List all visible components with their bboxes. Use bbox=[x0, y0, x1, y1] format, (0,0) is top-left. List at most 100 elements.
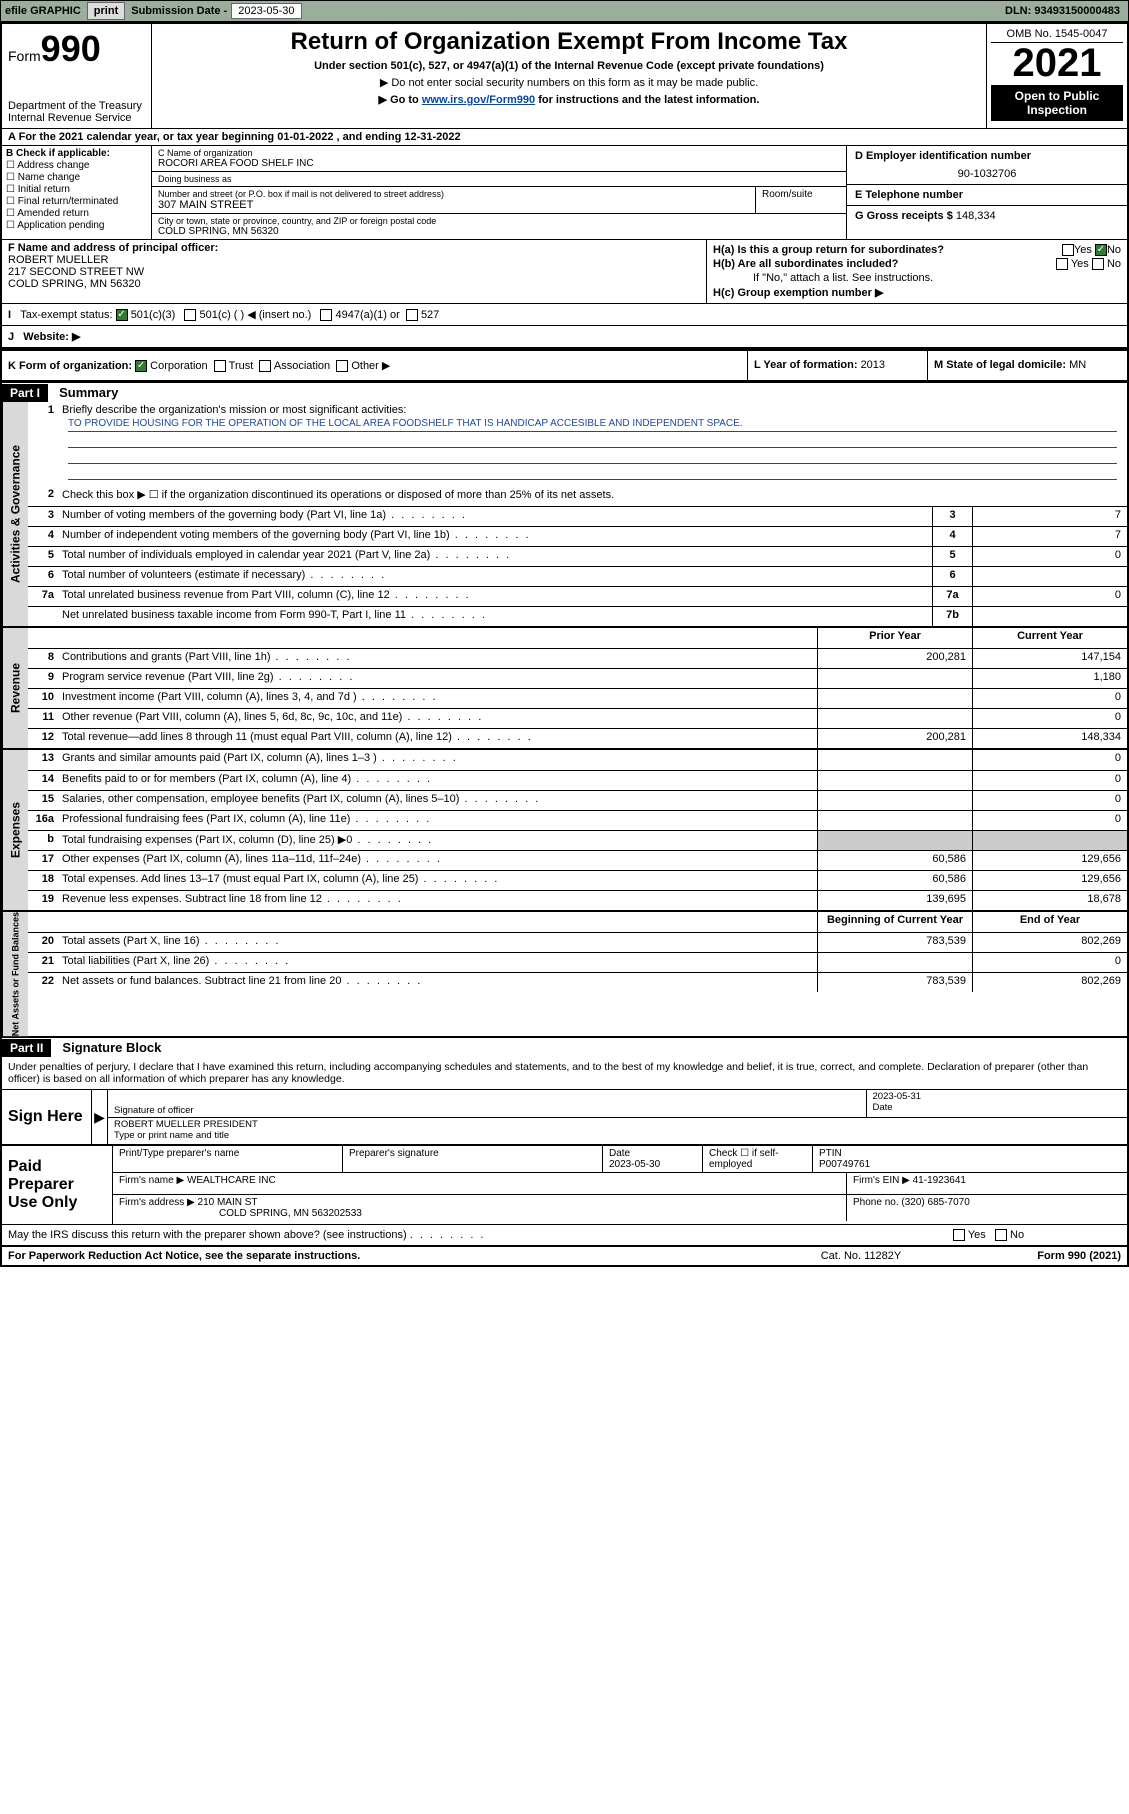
ha-yes[interactable] bbox=[1062, 244, 1074, 256]
prep-date-value: 2023-05-30 bbox=[609, 1159, 660, 1170]
col-current-year: Current Year bbox=[972, 628, 1127, 648]
city-value: COLD SPRING, MN 56320 bbox=[158, 226, 840, 237]
ptin-label: PTIN bbox=[819, 1148, 842, 1159]
i-527[interactable] bbox=[406, 309, 418, 321]
firm-addr-label: Firm's address ▶ bbox=[119, 1197, 195, 1208]
col-h: H(a) Is this a group return for subordin… bbox=[707, 240, 1127, 303]
col-f-officer: F Name and address of principal officer:… bbox=[2, 240, 707, 303]
check-self-employed[interactable]: Check ☐ if self-employed bbox=[703, 1146, 813, 1172]
col-begin-year: Beginning of Current Year bbox=[817, 912, 972, 932]
firm-name-label: Firm's name ▶ bbox=[119, 1175, 184, 1186]
sign-arrow-icon: ▶ bbox=[92, 1090, 108, 1144]
info-block: B Check if applicable: ☐ Address change … bbox=[2, 145, 1127, 239]
hb-yes[interactable] bbox=[1056, 258, 1068, 270]
k-other[interactable] bbox=[336, 360, 348, 372]
footer: For Paperwork Reduction Act Notice, see … bbox=[2, 1245, 1127, 1265]
firm-phone-label: Phone no. bbox=[853, 1197, 899, 1208]
prep-date-label: Date bbox=[609, 1148, 630, 1159]
mission-text: TO PROVIDE HOUSING FOR THE OPERATION OF … bbox=[68, 418, 1117, 432]
room-suite-label: Room/suite bbox=[756, 187, 846, 213]
row-klm: K Form of organization: ✓ Corporation Tr… bbox=[2, 349, 1127, 382]
header-right: OMB No. 1545-0047 2021 Open to Public In… bbox=[987, 24, 1127, 128]
header-left: Form990 Department of the Treasury Inter… bbox=[2, 24, 152, 128]
city-label: City or town, state or province, country… bbox=[158, 216, 840, 226]
sidebar-expenses: Expenses bbox=[2, 750, 28, 910]
prep-name-label: Print/Type preparer's name bbox=[113, 1146, 343, 1172]
print-button[interactable]: print bbox=[87, 2, 125, 20]
col-c-org: C Name of organization ROCORI AREA FOOD … bbox=[152, 146, 847, 239]
gross-receipts-label: G Gross receipts $ bbox=[855, 210, 953, 222]
year-formation: 2013 bbox=[861, 359, 885, 371]
form-subtitle: Under section 501(c), 527, or 4947(a)(1)… bbox=[160, 60, 978, 72]
k-assoc[interactable] bbox=[259, 360, 271, 372]
chk-initial-return[interactable]: ☐ Initial return bbox=[6, 184, 147, 195]
irs-link[interactable]: www.irs.gov/Form990 bbox=[422, 94, 535, 106]
chk-application-pending[interactable]: ☐ Application pending bbox=[6, 220, 147, 231]
form-number: 990 bbox=[41, 28, 101, 69]
col-prior-year: Prior Year bbox=[817, 628, 972, 648]
dba-label: Doing business as bbox=[158, 174, 840, 184]
sidebar-governance: Activities & Governance bbox=[2, 402, 28, 626]
sig-officer-label: Signature of officer bbox=[114, 1105, 194, 1116]
footer-right: Form 990 (2021) bbox=[961, 1250, 1121, 1262]
sign-here-label: Sign Here bbox=[2, 1090, 92, 1144]
col-b-checkboxes: B Check if applicable: ☐ Address change … bbox=[2, 146, 152, 239]
row-i: I Tax-exempt status: ✓ 501(c)(3) 501(c) … bbox=[2, 303, 1127, 325]
section-governance: Activities & Governance 1 Briefly descri… bbox=[2, 402, 1127, 626]
sig-date-value: 2023-05-31 bbox=[873, 1091, 1122, 1102]
fgh-block: F Name and address of principal officer:… bbox=[2, 239, 1127, 303]
gross-receipts-value: 148,334 bbox=[956, 210, 996, 222]
q2-checkbox-line: Check this box ▶ ☐ if the organization d… bbox=[58, 486, 1127, 506]
officer-name: ROBERT MUELLER bbox=[8, 254, 108, 266]
submission-date-value: 2023-05-30 bbox=[231, 3, 301, 19]
note-link: ▶ Go to www.irs.gov/Form990 for instruct… bbox=[160, 93, 978, 106]
firm-ein-value: 41-1923641 bbox=[913, 1175, 966, 1186]
footer-mid: Cat. No. 11282Y bbox=[761, 1250, 961, 1262]
discuss-no[interactable] bbox=[995, 1229, 1007, 1241]
chk-amended-return[interactable]: ☐ Amended return bbox=[6, 208, 147, 219]
paid-preparer-label: Paid Preparer Use Only bbox=[2, 1146, 112, 1224]
i-501c[interactable] bbox=[184, 309, 196, 321]
paid-preparer-block: Paid Preparer Use Only Print/Type prepar… bbox=[2, 1144, 1127, 1224]
part-ii-header: Part II Signature Block bbox=[2, 1036, 1127, 1057]
sidebar-net-assets: Net Assets or Fund Balances bbox=[2, 912, 28, 1036]
dln: DLN: 93493150000483 bbox=[1005, 5, 1128, 17]
ein-value: 90-1032706 bbox=[855, 168, 1119, 180]
firm-addr2: COLD SPRING, MN 563202533 bbox=[119, 1208, 362, 1219]
phone-label: E Telephone number bbox=[855, 189, 1119, 201]
firm-name-value: WEALTHCARE INC bbox=[187, 1175, 276, 1186]
chk-name-change[interactable]: ☐ Name change bbox=[6, 172, 147, 183]
ha-no[interactable]: ✓ bbox=[1095, 244, 1107, 256]
tax-year: 2021 bbox=[991, 43, 1123, 83]
officer-name-label: Type or print name and title bbox=[114, 1130, 229, 1141]
footer-left: For Paperwork Reduction Act Notice, see … bbox=[8, 1250, 761, 1262]
perjury-statement: Under penalties of perjury, I declare th… bbox=[2, 1057, 1127, 1089]
discuss-yes[interactable] bbox=[953, 1229, 965, 1241]
hb-no[interactable] bbox=[1092, 258, 1104, 270]
addr-label: Number and street (or P.O. box if mail i… bbox=[158, 189, 749, 199]
firm-phone-value: (320) 685-7070 bbox=[901, 1197, 969, 1208]
section-revenue: Revenue Prior Year Current Year 8Contrib… bbox=[2, 626, 1127, 748]
i-4947[interactable] bbox=[320, 309, 332, 321]
row-j: J Website: ▶ bbox=[2, 325, 1127, 349]
col-end-year: End of Year bbox=[972, 912, 1127, 932]
hc-label: H(c) Group exemption number ▶ bbox=[713, 287, 883, 299]
officer-addr2: COLD SPRING, MN 56320 bbox=[8, 278, 141, 290]
open-public-badge: Open to Public Inspection bbox=[991, 85, 1123, 121]
org-name: ROCORI AREA FOOD SHELF INC bbox=[158, 158, 840, 169]
sig-date-label: Date bbox=[873, 1102, 893, 1113]
prep-sig-label: Preparer's signature bbox=[343, 1146, 603, 1172]
i-501c3[interactable]: ✓ bbox=[116, 309, 128, 321]
k-corp[interactable]: ✓ bbox=[135, 360, 147, 372]
officer-addr1: 217 SECOND STREET NW bbox=[8, 266, 144, 278]
irs-label: Internal Revenue Service bbox=[8, 112, 145, 124]
note-ssn: ▶ Do not enter social security numbers o… bbox=[160, 76, 978, 89]
org-name-label: C Name of organization bbox=[158, 148, 840, 158]
row-a-period: A For the 2021 calendar year, or tax yea… bbox=[2, 128, 1127, 145]
chk-address-change[interactable]: ☐ Address change bbox=[6, 160, 147, 171]
chk-final-return[interactable]: ☐ Final return/terminated bbox=[6, 196, 147, 207]
sign-here-block: Sign Here ▶ Signature of officer 2023-05… bbox=[2, 1089, 1127, 1144]
discuss-row: May the IRS discuss this return with the… bbox=[2, 1224, 1127, 1245]
k-trust[interactable] bbox=[214, 360, 226, 372]
ptin-value: P00749761 bbox=[819, 1159, 870, 1170]
